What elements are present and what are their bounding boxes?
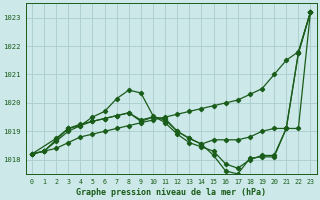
X-axis label: Graphe pression niveau de la mer (hPa): Graphe pression niveau de la mer (hPa) [76, 188, 266, 197]
